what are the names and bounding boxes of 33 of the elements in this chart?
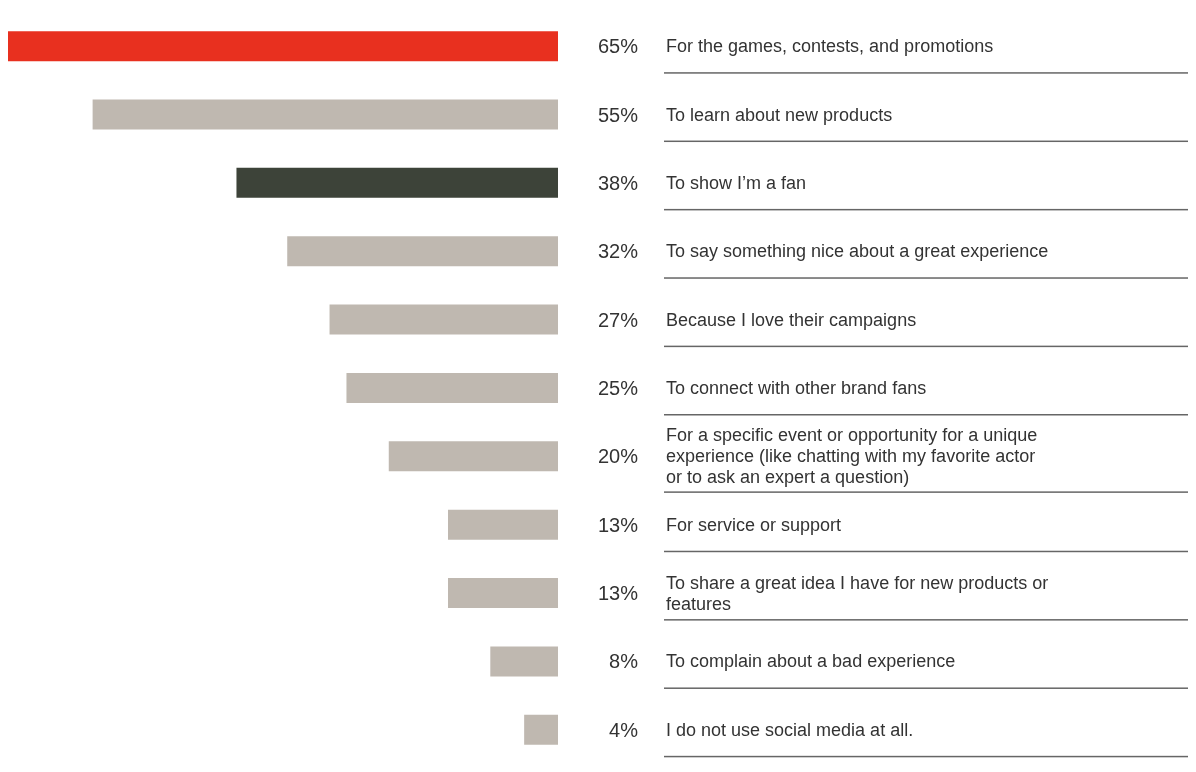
bar <box>236 167 558 198</box>
bar <box>346 372 558 403</box>
y-tick-label: I do not use social media at all. <box>666 719 914 740</box>
data-label: 27% <box>597 308 639 331</box>
bar <box>8 31 558 62</box>
y-tick-label: To connect with other brand fans <box>666 378 927 398</box>
bar <box>287 236 558 267</box>
data-label: 25% <box>597 377 639 399</box>
data-label: 13% <box>597 582 639 605</box>
bar <box>448 509 558 540</box>
data-label: 4% <box>609 718 639 741</box>
data-label: 20% <box>597 445 639 468</box>
y-tick-label: Because I love their campaigns <box>666 309 917 330</box>
y-tick-label: For the games, contests, and promotions <box>666 36 994 57</box>
bar <box>448 578 558 609</box>
y-tick-label: To complain about a bad experience <box>666 651 956 672</box>
data-label: 55% <box>597 103 639 126</box>
bar <box>524 714 558 745</box>
bar <box>388 441 558 472</box>
data-label: 38% <box>597 171 639 194</box>
y-tick-label: To share a great idea I have for new products or features <box>666 572 1049 614</box>
y-tick-label: For a specific event or opportunity for a unique experience (like chatting with my favorite actor or to ask an expert a question) <box>666 425 1038 488</box>
bar <box>92 99 558 130</box>
y-tick-label: To learn about new products <box>666 104 893 125</box>
data-label: 8% <box>609 650 639 673</box>
y-tick-label: To show I’m a fan <box>666 172 807 193</box>
y-tick-label: For service or support <box>666 514 842 535</box>
data-label: 13% <box>597 513 639 536</box>
y-tick-label: To say something nice about a great experience <box>666 241 1049 262</box>
bar <box>329 304 558 335</box>
data-label: 65% <box>597 35 639 58</box>
bar <box>490 646 558 677</box>
data-label: 32% <box>597 240 639 263</box>
